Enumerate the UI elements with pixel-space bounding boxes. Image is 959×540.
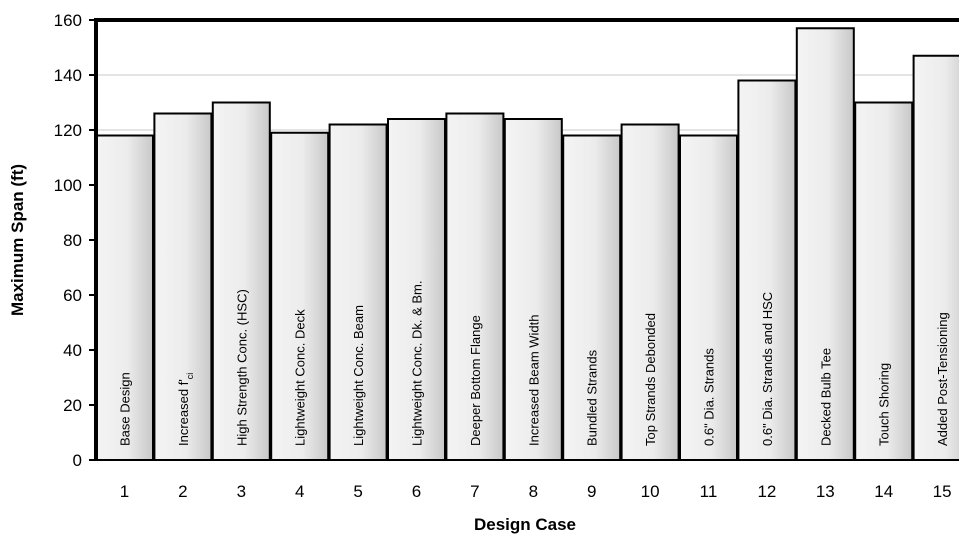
x-tick-label-10: 10 [641, 482, 660, 501]
x-tick-label-3: 3 [237, 482, 246, 501]
x-tick-label-13: 13 [816, 482, 835, 501]
y-tick-label-80: 80 [63, 231, 82, 250]
bar-label-14: Touch Shoring [877, 363, 892, 446]
x-tick-label-1: 1 [120, 482, 129, 501]
y-tick-label-160: 160 [54, 11, 82, 30]
bar-label-1: Base Design [118, 372, 133, 446]
bar-label-13: Decked Bulb Tee [818, 348, 833, 446]
bar-14 [854, 101, 914, 461]
bar-label-10: Top Strands Debonded [643, 313, 658, 446]
bar-label-5: Lightweight Conc. Beam [351, 305, 366, 446]
bars: Base Design Increased f'ci High Strength C… [95, 27, 959, 461]
y-tick-label-60: 60 [63, 286, 82, 305]
bar-7 [445, 112, 505, 461]
bar-label-6: Lightweight Conc. Dk. & Bm. [410, 281, 425, 446]
y-tick-label-0: 0 [73, 451, 82, 470]
bar-6 [387, 118, 446, 461]
y-tick-label-120: 120 [54, 121, 82, 140]
bar-2 [153, 112, 213, 461]
x-axis-ticks: 1 2 3 4 5 6 7 8 9 10 11 12 13 14 15 [120, 482, 952, 501]
y-tick-label-20: 20 [63, 396, 82, 415]
y-axis-ticks: 0 20 40 60 80 100 120 140 160 [54, 11, 96, 470]
bar-label-3: High Strength Conc. (HSC) [234, 289, 249, 446]
x-tick-label-11: 11 [700, 482, 718, 501]
bar-9 [562, 134, 622, 461]
bar-15 [912, 54, 959, 461]
y-tick-label-140: 140 [54, 66, 82, 85]
bar-label-2: Increased f'ci [176, 373, 195, 446]
bar-label-12: 0.6" Dia. Strands and HSC [760, 292, 775, 446]
x-axis-title: Design Case [474, 515, 576, 534]
bar-label-9: Bundled Strands [585, 349, 600, 446]
bar-11 [679, 134, 738, 461]
x-tick-label-12: 12 [757, 482, 776, 501]
bar-8 [503, 118, 563, 461]
y-tick-label-40: 40 [63, 341, 82, 360]
x-tick-label-9: 9 [587, 482, 596, 501]
x-tick-label-14: 14 [874, 482, 893, 501]
bar-label-11: 0.6" Dia. Strands [702, 348, 717, 446]
bar-label-7: Deeper Bottom Flange [468, 315, 483, 446]
x-tick-label-15: 15 [933, 482, 952, 501]
bar-13 [795, 27, 855, 461]
y-tick-label-100: 100 [54, 176, 82, 195]
x-tick-label-2: 2 [178, 482, 187, 501]
bar-label-8: Increased Beam Width [526, 314, 541, 446]
x-tick-label-4: 4 [295, 482, 304, 501]
x-tick-label-7: 7 [470, 482, 479, 501]
bar-label-4: Lightweight Conc. Deck [293, 309, 308, 446]
y-axis-title: Maximum Span (ft) [8, 164, 27, 316]
bar-label-15: Added Post-Tensioning [935, 312, 950, 446]
x-tick-label-8: 8 [529, 482, 538, 501]
x-tick-label-5: 5 [353, 482, 362, 501]
bar-12 [737, 79, 797, 461]
x-tick-label-6: 6 [412, 482, 421, 501]
